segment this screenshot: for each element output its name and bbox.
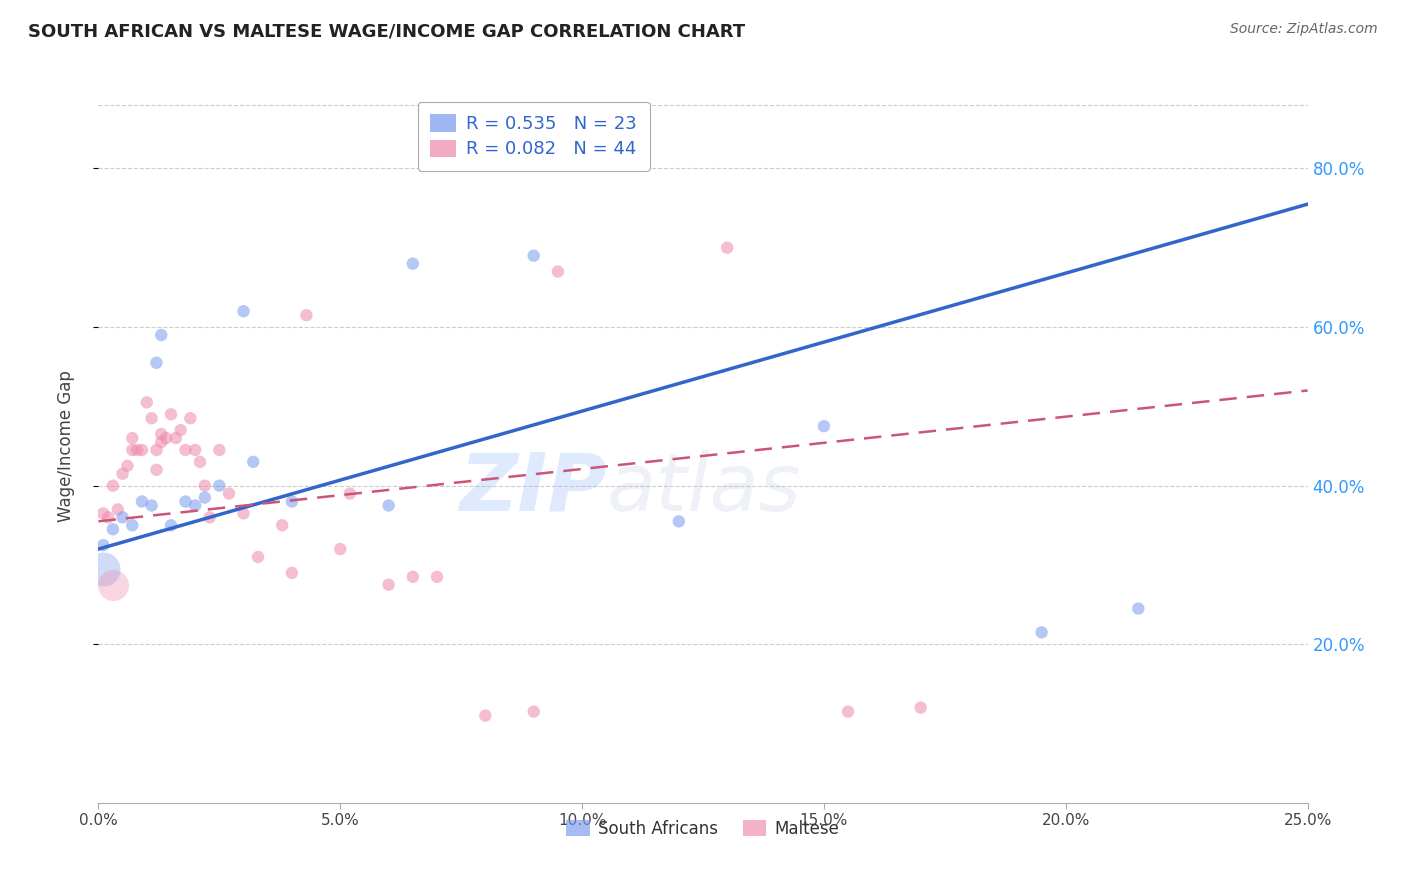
Point — [160, 518, 183, 533]
Y-axis label: Wage/Income Gap: Wage/Income Gap — [56, 370, 75, 522]
Point — [184, 442, 207, 457]
Point — [107, 502, 129, 516]
Point — [188, 455, 211, 469]
Point — [101, 522, 124, 536]
Point — [131, 442, 153, 457]
Point — [131, 494, 153, 508]
Point — [150, 427, 173, 442]
Point — [97, 510, 120, 524]
Point — [135, 395, 157, 409]
Point — [1128, 601, 1150, 615]
Point — [339, 486, 361, 500]
Point — [271, 518, 294, 533]
Point — [127, 442, 149, 457]
Point — [523, 249, 546, 263]
Point — [174, 442, 197, 457]
Point — [668, 514, 690, 528]
Point — [145, 463, 167, 477]
Point — [247, 549, 270, 564]
Point — [218, 486, 240, 500]
Point — [232, 507, 254, 521]
Point — [1031, 625, 1053, 640]
Point — [117, 458, 139, 473]
Point — [402, 257, 425, 271]
Point — [184, 499, 207, 513]
Point — [194, 478, 217, 492]
Text: Source: ZipAtlas.com: Source: ZipAtlas.com — [1230, 22, 1378, 37]
Point — [208, 442, 231, 457]
Point — [91, 507, 114, 521]
Point — [716, 241, 738, 255]
Text: SOUTH AFRICAN VS MALTESE WAGE/INCOME GAP CORRELATION CHART: SOUTH AFRICAN VS MALTESE WAGE/INCOME GAP… — [28, 22, 745, 40]
Point — [150, 435, 173, 450]
Point — [474, 708, 496, 723]
Point — [150, 328, 173, 343]
Point — [198, 510, 221, 524]
Point — [281, 566, 304, 580]
Text: ZIP: ZIP — [458, 450, 606, 528]
Point — [155, 431, 177, 445]
Point — [426, 570, 449, 584]
Point — [160, 407, 183, 421]
Point — [194, 491, 217, 505]
Text: atlas: atlas — [606, 450, 801, 528]
Point — [145, 442, 167, 457]
Point — [402, 570, 425, 584]
Point — [377, 499, 399, 513]
Point — [121, 431, 143, 445]
Point — [179, 411, 201, 425]
Legend: South Africans, Maltese: South Africans, Maltese — [560, 814, 846, 845]
Point — [169, 423, 191, 437]
Point — [121, 518, 143, 533]
Point — [523, 705, 546, 719]
Point — [281, 494, 304, 508]
Point — [242, 455, 264, 469]
Point — [121, 442, 143, 457]
Point — [837, 705, 859, 719]
Point — [165, 431, 187, 445]
Point — [813, 419, 835, 434]
Point — [141, 499, 163, 513]
Point — [377, 578, 399, 592]
Point — [910, 700, 932, 714]
Point — [111, 467, 134, 481]
Point — [295, 308, 318, 322]
Point — [174, 494, 197, 508]
Point — [145, 356, 167, 370]
Point — [547, 264, 569, 278]
Point — [91, 562, 114, 576]
Point — [101, 478, 124, 492]
Point — [101, 578, 124, 592]
Point — [208, 478, 231, 492]
Point — [329, 542, 352, 557]
Point — [111, 510, 134, 524]
Point — [232, 304, 254, 318]
Point — [141, 411, 163, 425]
Point — [91, 538, 114, 552]
